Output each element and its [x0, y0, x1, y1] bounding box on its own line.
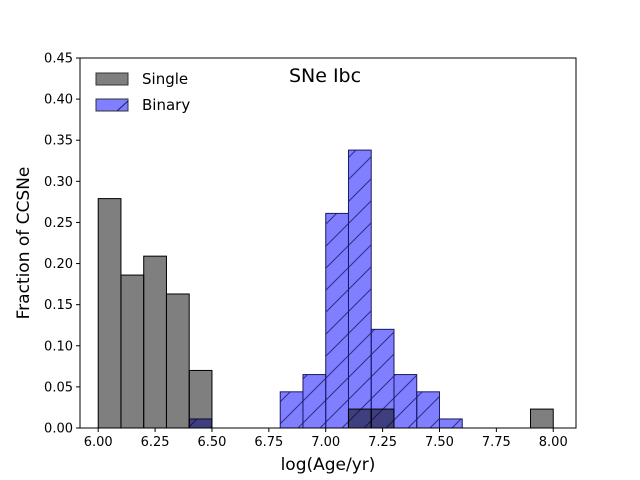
x-tick-label: 7.75 [482, 435, 511, 450]
binary-bar-hatch [325, 213, 349, 428]
y-tick-label: 0.35 [44, 134, 73, 149]
binary-bar-hatch [439, 418, 463, 428]
x-axis-label: log(Age/yr) [281, 455, 376, 475]
plot-frame [79, 57, 577, 429]
legend-swatch-single [95, 72, 129, 86]
x-tick-label: 8.00 [539, 435, 568, 450]
x-tick-label: 6.50 [197, 435, 226, 450]
x-tick-label: 6.00 [84, 435, 113, 450]
binary-bar-hatch [416, 391, 440, 428]
y-axis: 0.00 0.05 0.10 0.15 0.20 0.25 0.30 0.35 0.40 0.45 [44, 52, 80, 437]
y-tick-label: 0.05 [44, 380, 73, 395]
single-bar [188, 369, 213, 429]
x-tick-label: 7.50 [425, 435, 454, 450]
binary-bar-hatch [302, 374, 326, 428]
single-bar [120, 274, 145, 429]
legend-label-binary: Binary [142, 96, 190, 114]
legend-hatch-line [116, 100, 129, 112]
binary-bar-hatch [393, 374, 417, 428]
y-tick-label: 0.15 [44, 298, 73, 313]
y-axis-label: Fraction of CCSNe [14, 167, 34, 320]
single-bar [370, 408, 395, 429]
single-bar [529, 408, 554, 429]
legend: Single Binary [95, 70, 190, 114]
x-tick-label: 6.75 [254, 435, 283, 450]
single-bar [347, 408, 372, 429]
y-tick-label: 0.45 [44, 52, 73, 67]
binary-bar-hatch [371, 329, 394, 428]
single-bar [143, 255, 167, 429]
x-tick-label: 7.25 [368, 435, 397, 450]
x-tick-label: 7.00 [311, 435, 340, 450]
single-bar [97, 198, 122, 429]
x-axis: 6.00 6.25 6.50 6.75 7.00 7.25 7.50 7.75 8.00 [84, 428, 568, 450]
single-bar [165, 293, 190, 429]
bars-layer [97, 149, 554, 429]
y-tick-label: 0.25 [44, 216, 73, 231]
y-tick-label: 0.40 [44, 93, 73, 108]
y-tick-label: 0.20 [44, 257, 73, 272]
legend-label-single: Single [142, 70, 188, 88]
binary-bar-hatch [348, 150, 372, 429]
y-tick-label: 0.10 [44, 339, 73, 354]
y-tick-label: 0.30 [44, 175, 73, 190]
y-tick-label: 0.00 [44, 422, 73, 437]
chart-title: SNe Ibc [289, 65, 361, 87]
binary-bar-hatch [280, 391, 303, 428]
x-tick-label: 6.25 [141, 435, 170, 450]
